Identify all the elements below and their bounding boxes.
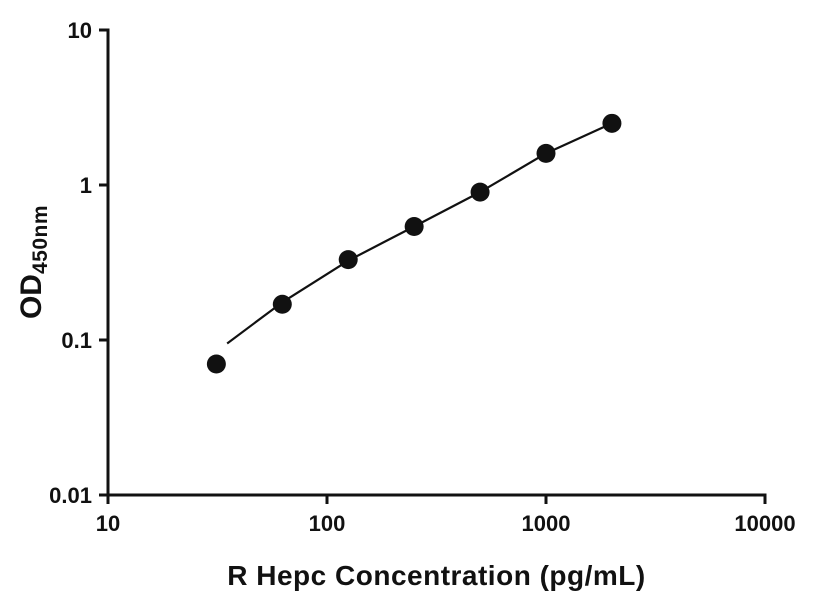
data-point-marker — [404, 216, 424, 236]
x-tick-label: 10000 — [734, 511, 795, 536]
y-tick-label: 0.1 — [61, 328, 92, 353]
x-axis-label: R Hepc Concentration (pg/mL) — [227, 560, 646, 591]
x-tick-label: 10 — [96, 511, 120, 536]
data-point-marker — [206, 354, 226, 374]
y-axis-label-subscript: 450nm — [29, 204, 52, 275]
y-tick-label: 1 — [80, 173, 92, 198]
data-point-marker — [602, 113, 622, 133]
data-point-marker — [272, 294, 292, 314]
x-tick-label: 1000 — [522, 511, 571, 536]
data-point-marker — [470, 182, 490, 202]
y-tick-label: 0.01 — [49, 483, 92, 508]
y-axis-label: OD450nm — [15, 205, 53, 319]
data-point-marker — [536, 143, 556, 163]
data-point-marker — [338, 250, 358, 270]
x-tick-label: 100 — [309, 511, 346, 536]
y-axis-label-main: OD — [15, 274, 48, 320]
y-tick-label: 10 — [68, 18, 92, 43]
